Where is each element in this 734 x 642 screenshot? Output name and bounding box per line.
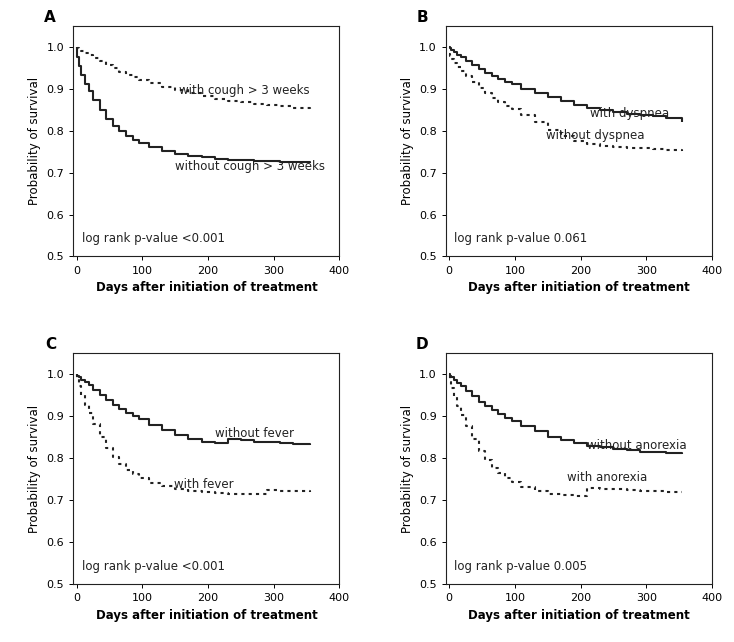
X-axis label: Days after initiation of treatment: Days after initiation of treatment (468, 609, 690, 622)
Text: with anorexia: with anorexia (567, 471, 647, 483)
X-axis label: Days after initiation of treatment: Days after initiation of treatment (95, 609, 317, 622)
Text: without dyspnea: without dyspnea (546, 129, 645, 142)
Text: without cough > 3 weeks: without cough > 3 weeks (175, 160, 325, 173)
X-axis label: Days after initiation of treatment: Days after initiation of treatment (95, 281, 317, 294)
Text: log rank p-value 0.005: log rank p-value 0.005 (454, 560, 587, 573)
Y-axis label: Probability of survival: Probability of survival (401, 404, 413, 533)
Y-axis label: Probability of survival: Probability of survival (28, 404, 41, 533)
Text: without fever: without fever (214, 427, 294, 440)
Text: with fever: with fever (174, 478, 233, 491)
Text: A: A (44, 10, 56, 24)
Text: log rank p-value 0.061: log rank p-value 0.061 (454, 232, 588, 245)
Text: with dyspnea: with dyspnea (590, 107, 669, 120)
Text: D: D (416, 337, 429, 352)
Y-axis label: Probability of survival: Probability of survival (28, 77, 41, 205)
Text: with cough > 3 weeks: with cough > 3 weeks (178, 84, 309, 97)
Text: B: B (417, 10, 429, 24)
Text: log rank p-value <0.001: log rank p-value <0.001 (82, 560, 225, 573)
X-axis label: Days after initiation of treatment: Days after initiation of treatment (468, 281, 690, 294)
Text: C: C (45, 337, 56, 352)
Text: log rank p-value <0.001: log rank p-value <0.001 (82, 232, 225, 245)
Y-axis label: Probability of survival: Probability of survival (401, 77, 413, 205)
Text: without anorexia: without anorexia (587, 439, 687, 452)
